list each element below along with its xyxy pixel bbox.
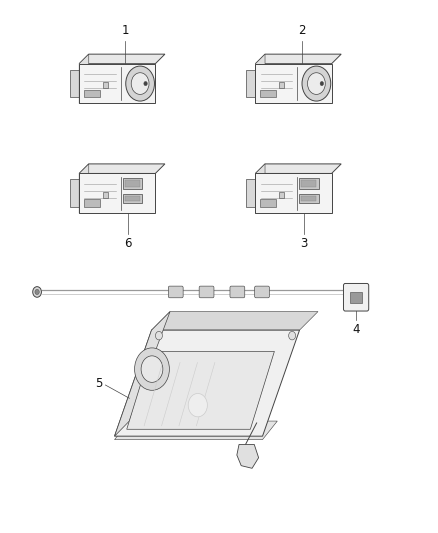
- FancyBboxPatch shape: [168, 286, 183, 298]
- Circle shape: [307, 72, 325, 94]
- Text: 5: 5: [95, 377, 102, 390]
- Bar: [123, 179, 142, 189]
- Circle shape: [289, 332, 296, 340]
- Polygon shape: [246, 180, 255, 207]
- Circle shape: [188, 393, 207, 417]
- Bar: [103, 82, 108, 88]
- Bar: [301, 180, 316, 188]
- Text: 2: 2: [298, 25, 305, 37]
- Polygon shape: [255, 164, 265, 213]
- Bar: [301, 196, 316, 201]
- Circle shape: [35, 289, 39, 295]
- Polygon shape: [115, 330, 300, 436]
- Circle shape: [134, 348, 170, 390]
- Polygon shape: [255, 164, 341, 173]
- Bar: [123, 195, 142, 203]
- Polygon shape: [152, 312, 318, 330]
- Polygon shape: [79, 54, 89, 103]
- Polygon shape: [237, 445, 258, 469]
- Circle shape: [302, 66, 331, 101]
- Bar: [84, 90, 100, 97]
- Polygon shape: [246, 70, 255, 98]
- Polygon shape: [79, 164, 89, 213]
- Circle shape: [131, 72, 149, 94]
- Circle shape: [155, 332, 162, 340]
- Polygon shape: [255, 54, 341, 63]
- Circle shape: [126, 66, 155, 101]
- Polygon shape: [255, 173, 332, 213]
- Polygon shape: [115, 312, 170, 436]
- Text: 4: 4: [352, 322, 360, 336]
- Bar: [103, 192, 108, 198]
- Bar: [299, 179, 318, 189]
- Polygon shape: [127, 351, 274, 429]
- Circle shape: [144, 82, 147, 86]
- Text: 6: 6: [124, 237, 131, 250]
- Polygon shape: [255, 54, 265, 103]
- Text: 1: 1: [122, 25, 129, 37]
- Bar: [260, 199, 276, 207]
- Bar: [279, 82, 284, 88]
- Polygon shape: [79, 54, 165, 63]
- Bar: [299, 195, 318, 203]
- Bar: [84, 199, 100, 207]
- Polygon shape: [115, 421, 277, 440]
- FancyBboxPatch shape: [343, 284, 369, 311]
- Polygon shape: [79, 63, 155, 103]
- Polygon shape: [70, 180, 79, 207]
- Circle shape: [141, 356, 163, 382]
- Polygon shape: [70, 70, 79, 98]
- Polygon shape: [79, 164, 165, 173]
- FancyBboxPatch shape: [199, 286, 214, 298]
- Bar: [260, 90, 276, 97]
- FancyBboxPatch shape: [230, 286, 245, 298]
- Bar: [350, 292, 362, 303]
- Circle shape: [33, 287, 42, 297]
- FancyBboxPatch shape: [254, 286, 269, 298]
- Text: 3: 3: [300, 237, 307, 250]
- Circle shape: [320, 82, 324, 86]
- Bar: [125, 196, 140, 201]
- Polygon shape: [255, 63, 332, 103]
- Polygon shape: [79, 173, 155, 213]
- Bar: [279, 192, 284, 198]
- Bar: [125, 180, 140, 188]
